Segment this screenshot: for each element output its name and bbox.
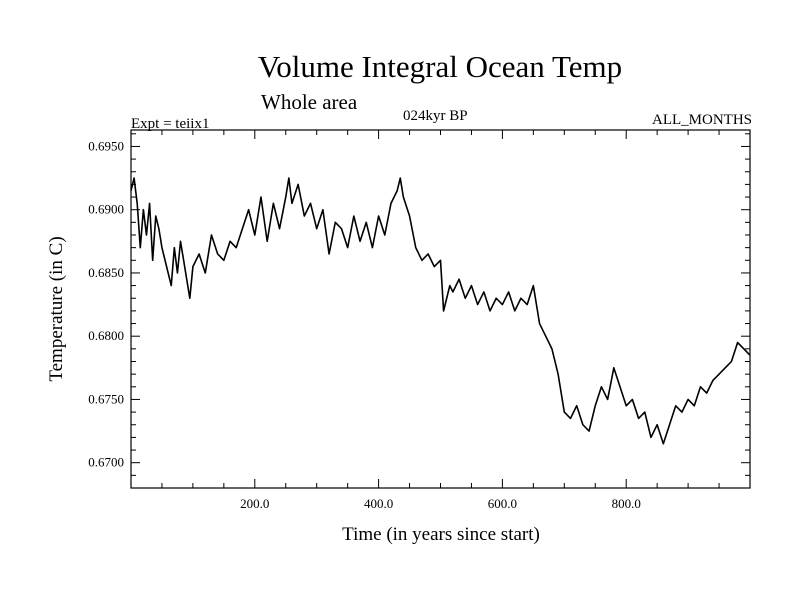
y-tick-label: 0.6800 bbox=[88, 328, 124, 343]
y-tick-label: 0.6900 bbox=[88, 202, 124, 217]
x-tick-label: 800.0 bbox=[612, 496, 641, 511]
tick-labels: 200.0 400.0 600.0 800.0 0.6700 0.6750 0.6800 0.… bbox=[88, 138, 641, 511]
x-axis-label: Time (in years since start) bbox=[342, 524, 540, 545]
months-label: ALL_MONTHS bbox=[652, 112, 752, 128]
chart-subtitle: Whole area bbox=[261, 90, 358, 114]
y-tick-label: 0.6850 bbox=[88, 265, 124, 280]
y-tick-label: 0.6700 bbox=[88, 455, 124, 470]
temperature-series-line bbox=[130, 177, 751, 445]
x-tick-label: 600.0 bbox=[488, 496, 517, 511]
period-label: 024kyr BP bbox=[403, 108, 468, 124]
x-tick-label: 200.0 bbox=[240, 496, 269, 511]
y-axis-label: Temperature (in C) bbox=[46, 236, 67, 381]
x-tick-label: 400.0 bbox=[364, 496, 393, 511]
experiment-label: Expt = teiix1 bbox=[131, 116, 210, 132]
y-tick-label: 0.6750 bbox=[88, 391, 124, 406]
chart-title: Volume Integral Ocean Temp bbox=[257, 49, 623, 84]
y-tick-label: 0.6950 bbox=[88, 138, 124, 153]
plot-frame bbox=[130, 129, 751, 489]
axis-ticks bbox=[131, 130, 750, 489]
